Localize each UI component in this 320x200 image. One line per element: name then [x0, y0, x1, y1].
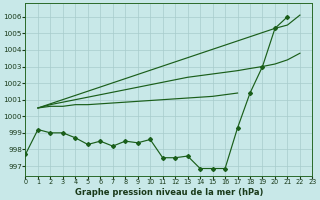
X-axis label: Graphe pression niveau de la mer (hPa): Graphe pression niveau de la mer (hPa)	[75, 188, 263, 197]
